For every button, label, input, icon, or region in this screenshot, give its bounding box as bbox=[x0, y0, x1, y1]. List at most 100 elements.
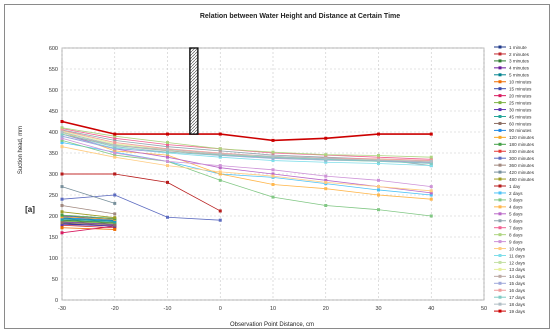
legend-label: 45 minutes bbox=[509, 114, 532, 119]
data-point bbox=[113, 172, 117, 176]
data-point bbox=[324, 187, 328, 191]
data-point bbox=[60, 217, 64, 221]
data-point bbox=[166, 164, 169, 168]
data-point bbox=[218, 147, 222, 151]
data-point bbox=[429, 185, 433, 189]
data-point bbox=[166, 153, 169, 157]
legend-marker bbox=[498, 233, 502, 237]
annotation-marker: [a] bbox=[25, 205, 35, 214]
series-line bbox=[61, 218, 115, 222]
legend-marker bbox=[498, 295, 502, 299]
data-point bbox=[60, 210, 64, 214]
x-tick-label: -10 bbox=[164, 306, 172, 312]
data-point bbox=[60, 145, 64, 149]
legend-marker bbox=[498, 177, 502, 181]
data-point bbox=[113, 212, 117, 216]
data-point bbox=[60, 215, 64, 219]
legend-marker bbox=[498, 115, 502, 118]
data-point bbox=[60, 141, 64, 144]
data-point bbox=[218, 166, 222, 170]
legend-marker bbox=[498, 260, 502, 264]
data-point bbox=[60, 219, 64, 223]
legend-label: 6 days bbox=[509, 219, 523, 224]
data-point bbox=[271, 154, 275, 158]
legend-label: 12 days bbox=[509, 260, 526, 265]
legend-label: 17 days bbox=[509, 295, 526, 300]
series-line bbox=[61, 135, 432, 166]
legend-marker bbox=[498, 52, 502, 56]
legend-marker bbox=[498, 156, 502, 160]
data-point bbox=[429, 132, 433, 136]
data-point bbox=[166, 180, 169, 184]
legend-label: 15 minutes bbox=[509, 87, 532, 92]
series-line bbox=[61, 218, 115, 223]
legend-label: 360 minutes bbox=[509, 163, 535, 168]
legend-marker bbox=[498, 281, 502, 285]
legend-marker bbox=[498, 170, 502, 174]
legend-marker bbox=[498, 59, 502, 63]
data-point bbox=[377, 158, 380, 162]
legend-marker bbox=[498, 247, 502, 251]
series-line bbox=[61, 217, 115, 221]
legend-marker bbox=[498, 163, 502, 167]
legend-label: 10 days bbox=[509, 246, 526, 251]
data-point bbox=[113, 223, 117, 227]
x-tick-label: -30 bbox=[58, 306, 66, 312]
series-line bbox=[61, 220, 115, 224]
data-point bbox=[324, 204, 328, 207]
y-tick-label: 100 bbox=[49, 256, 58, 262]
legend-marker bbox=[498, 191, 502, 195]
legend-marker bbox=[498, 128, 502, 132]
legend-label: 1 day bbox=[509, 184, 521, 189]
data-point bbox=[113, 134, 117, 138]
data-point bbox=[218, 209, 222, 213]
legend-label: 420 minutes bbox=[509, 170, 535, 175]
data-point bbox=[166, 159, 169, 163]
legend-marker bbox=[498, 205, 502, 209]
data-point bbox=[429, 189, 433, 193]
data-point bbox=[271, 138, 275, 142]
legend-label: 11 days bbox=[509, 253, 525, 258]
x-tick-label: 20 bbox=[323, 306, 329, 312]
series-line bbox=[61, 211, 115, 219]
data-point bbox=[429, 155, 433, 159]
data-point bbox=[113, 193, 117, 197]
data-point bbox=[271, 159, 275, 163]
data-point bbox=[60, 120, 64, 123]
data-point bbox=[113, 151, 117, 155]
legend-label: 18 days bbox=[509, 302, 526, 307]
legend-marker bbox=[498, 198, 502, 202]
legend-marker bbox=[498, 121, 502, 125]
data-point bbox=[218, 178, 222, 182]
y-tick-label: 0 bbox=[55, 298, 58, 304]
data-point bbox=[429, 193, 433, 197]
data-point bbox=[324, 136, 328, 140]
legend-label: 5 minutes bbox=[509, 73, 530, 78]
data-point bbox=[218, 172, 222, 176]
series-line bbox=[61, 219, 115, 224]
series-line bbox=[61, 133, 432, 164]
legend-marker bbox=[498, 219, 502, 223]
x-tick-label: 10 bbox=[270, 306, 276, 312]
legend-label: 300 minutes bbox=[509, 156, 535, 161]
data-point bbox=[166, 141, 169, 144]
data-point bbox=[113, 155, 117, 159]
legend-label: 180 minutes bbox=[509, 142, 535, 147]
series-line bbox=[62, 173, 221, 212]
data-point bbox=[429, 191, 433, 195]
data-point bbox=[166, 215, 169, 219]
legend-marker bbox=[498, 94, 502, 98]
data-point bbox=[113, 222, 117, 226]
legend-marker bbox=[498, 108, 502, 112]
y-tick-label: 350 bbox=[49, 151, 58, 157]
legend-label: 25 minutes bbox=[509, 100, 532, 105]
data-point bbox=[166, 143, 169, 147]
legend-label: 10 minutes bbox=[509, 80, 532, 85]
legend-marker bbox=[498, 184, 502, 188]
x-axis-label: Observation Point Distance, cm bbox=[230, 322, 314, 328]
data-point bbox=[377, 132, 380, 136]
data-point bbox=[218, 170, 222, 174]
y-tick-label: 500 bbox=[49, 88, 58, 94]
data-point bbox=[60, 204, 64, 207]
